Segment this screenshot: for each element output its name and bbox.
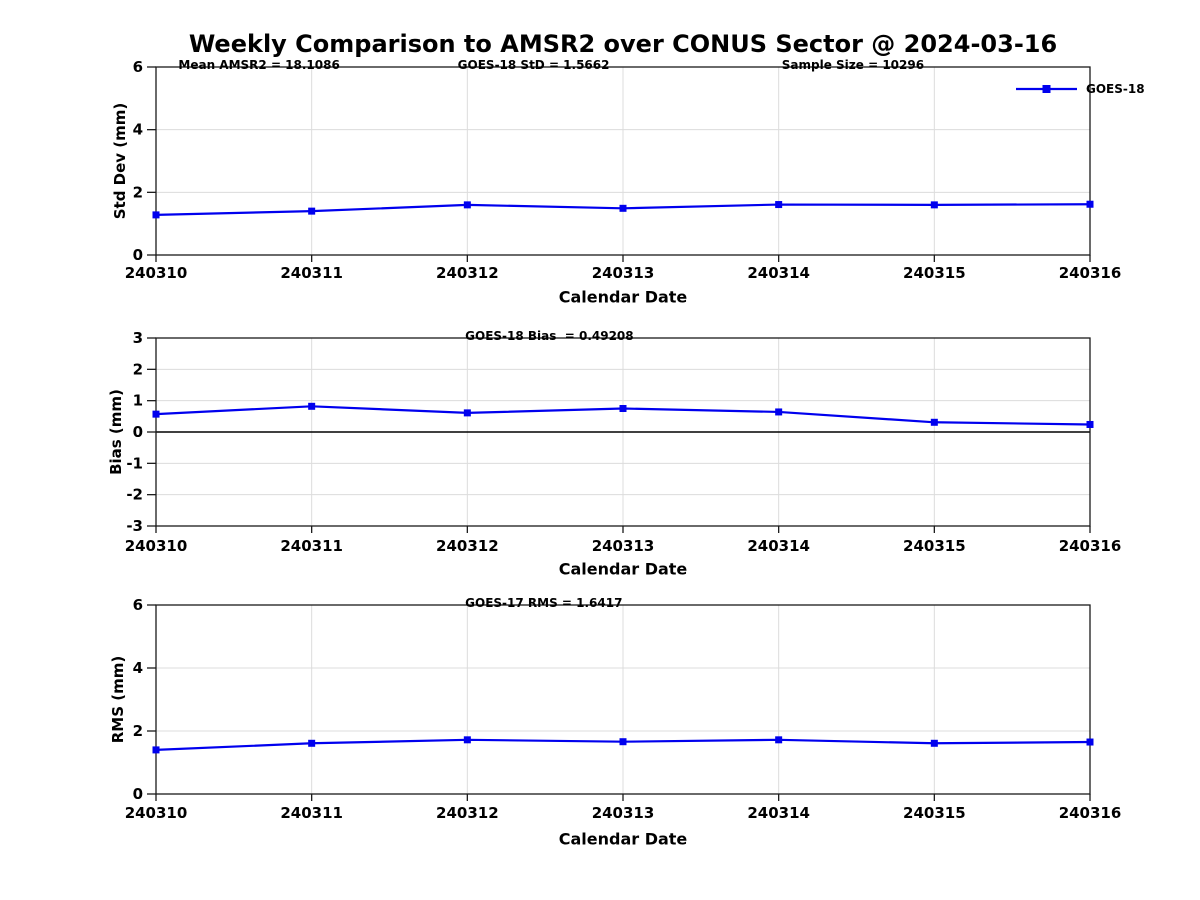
data-point	[930, 201, 938, 209]
x-tick-label: 240310	[125, 537, 188, 555]
x-tick-label: 240313	[592, 804, 655, 822]
data-point	[775, 408, 783, 416]
x-tick-label: 240316	[1059, 537, 1122, 555]
chart-std-dev: 0 2 4 6 240310 240311 240312 240313 240314 240315…	[111, 58, 1145, 307]
y-tick-label: 6	[133, 596, 143, 614]
x-tick-label: 240315	[903, 804, 966, 822]
y-tick-label: -3	[126, 517, 143, 535]
data-point	[775, 736, 783, 744]
x-tick-label: 240314	[747, 264, 810, 282]
y-tick-label: 1	[133, 392, 143, 410]
y-tick-label: 4	[133, 659, 143, 677]
data-point	[619, 738, 627, 746]
annotation: GOES-17 RMS = 1.6417	[465, 596, 622, 610]
annotation: GOES-18 StD = 1.5662	[458, 58, 610, 72]
y-tick-label: 3	[133, 329, 143, 347]
y-axis-label: Std Dev (mm)	[111, 103, 129, 220]
x-tick-label: 240311	[280, 804, 343, 822]
annotation: Sample Size = 10296	[782, 58, 924, 72]
y-tick-label: 0	[133, 423, 143, 441]
legend-label: GOES-18	[1086, 82, 1145, 96]
data-point	[308, 207, 316, 215]
y-tick-label: -1	[126, 454, 143, 472]
x-tick-label: 240312	[436, 264, 499, 282]
data-point	[619, 204, 627, 212]
y-tick-label: 2	[133, 183, 143, 201]
data-point	[463, 409, 471, 417]
x-tick-label: 240312	[436, 804, 499, 822]
legend: GOES-18	[1016, 82, 1145, 96]
y-axis-label: Bias (mm)	[107, 389, 125, 475]
y-axis-label: RMS (mm)	[109, 656, 127, 743]
annotation: Mean AMSR2 = 18.1086	[178, 58, 339, 72]
x-tick-label: 240311	[280, 264, 343, 282]
x-axis-label: Calendar Date	[559, 288, 688, 307]
y-tick-label: 4	[133, 121, 143, 139]
x-tick-label: 240313	[592, 537, 655, 555]
annotation: GOES-18 Bias = 0.49208	[465, 329, 634, 343]
data-point	[152, 746, 160, 754]
data-point	[308, 739, 316, 747]
data-point	[308, 402, 316, 410]
data-point	[463, 736, 471, 744]
x-tick-label: 240310	[125, 264, 188, 282]
x-tick-label: 240316	[1059, 804, 1122, 822]
data-point	[1086, 420, 1094, 428]
y-tick-label: -2	[126, 486, 143, 504]
data-point	[152, 410, 160, 418]
y-tick-label: 0	[133, 785, 143, 803]
y-tick-label: 0	[133, 246, 143, 264]
data-point	[1086, 738, 1094, 746]
legend-marker	[1042, 85, 1051, 93]
x-tick-label: 240316	[1059, 264, 1122, 282]
data-point	[619, 405, 627, 412]
x-tick-label: 240310	[125, 804, 188, 822]
y-tick-label: 2	[133, 722, 143, 740]
x-tick-label: 240313	[592, 264, 655, 282]
data-point	[463, 201, 471, 209]
x-tick-label: 240312	[436, 537, 499, 555]
x-tick-label: 240311	[280, 537, 343, 555]
x-axis-label: Calendar Date	[559, 830, 688, 849]
chart-bias: -3 -2 -1 0 1 2 3 240310 240311 240312 240313 240314…	[107, 329, 1121, 579]
data-point	[930, 739, 938, 747]
x-tick-label: 240315	[903, 264, 966, 282]
data-point	[1086, 200, 1094, 208]
x-tick-label: 240315	[903, 537, 966, 555]
x-tick-label: 240314	[747, 537, 810, 555]
chart-rms: 0 2 4 6 240310 240311 240312 240313 240314 240315…	[109, 596, 1121, 849]
x-tick-label: 240314	[747, 804, 810, 822]
y-tick-label: 2	[133, 360, 143, 378]
data-point	[775, 201, 783, 209]
y-tick-label: 6	[133, 58, 143, 76]
data-point	[930, 418, 938, 426]
x-axis-label: Calendar Date	[559, 560, 688, 579]
data-point	[152, 211, 160, 219]
figure-title: Weekly Comparison to AMSR2 over CONUS Se…	[188, 30, 1058, 58]
